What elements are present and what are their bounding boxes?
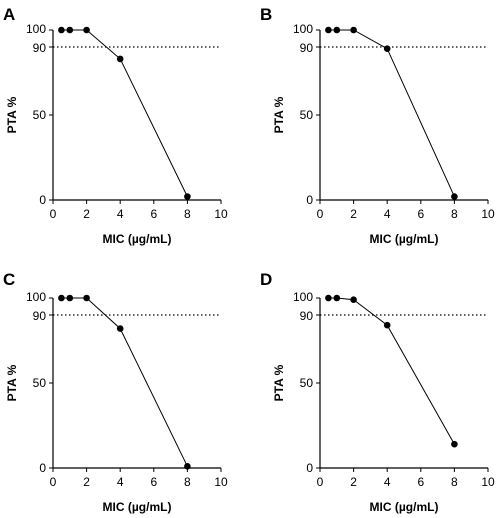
y-tick-label: 0 <box>39 461 46 475</box>
x-tick-label: 6 <box>150 207 157 221</box>
x-tick-label: 0 <box>50 475 57 489</box>
data-point <box>350 26 357 34</box>
data-point <box>66 294 74 302</box>
x-tick-label: 0 <box>50 207 57 221</box>
y-axis-title: PTA % <box>5 96 19 133</box>
x-axis-title: MIC (µg/mL) <box>103 232 172 246</box>
y-axis-title: PTA % <box>5 364 19 401</box>
data-point <box>325 26 332 34</box>
x-tick-label: 2 <box>83 475 90 489</box>
x-tick-label: 0 <box>317 207 324 221</box>
x-tick-label: 0 <box>317 475 324 489</box>
x-tick-label: 6 <box>417 207 424 221</box>
data-point <box>383 45 391 52</box>
y-axis-title: PTA % <box>272 364 286 401</box>
panel-label: C <box>3 270 15 289</box>
series-line <box>328 297 455 445</box>
panel-label: A <box>3 5 15 24</box>
data-point <box>333 26 341 34</box>
x-tick-label: 2 <box>350 207 357 221</box>
x-tick-label: 6 <box>417 475 424 489</box>
y-tick-label: 90 <box>33 41 47 55</box>
x-tick-label: 10 <box>481 207 495 221</box>
x-tick-label: 8 <box>451 475 458 489</box>
data-point <box>83 26 90 34</box>
y-tick-label: 0 <box>306 461 313 475</box>
data-point <box>451 440 458 448</box>
x-tick-label: 8 <box>451 207 458 221</box>
x-axis-title: MIC (µg/mL) <box>103 500 172 514</box>
data-point <box>451 193 458 200</box>
y-tick-label: 50 <box>300 108 314 122</box>
data-point <box>116 55 124 63</box>
data-point <box>184 193 191 200</box>
data-point <box>58 26 65 34</box>
y-tick-label: 0 <box>39 193 46 207</box>
x-tick-label: 10 <box>481 475 495 489</box>
y-tick-label: 90 <box>300 41 314 55</box>
y-tick-label: 0 <box>306 193 313 207</box>
series-line <box>61 297 188 467</box>
panel-label: D <box>260 270 272 289</box>
data-point <box>350 296 357 304</box>
y-tick-label: 50 <box>33 376 47 390</box>
y-tick-label: 100 <box>293 290 313 304</box>
y-tick-label: 100 <box>26 22 46 36</box>
data-point <box>325 294 332 302</box>
x-tick-label: 8 <box>184 475 191 489</box>
x-tick-label: 6 <box>150 475 157 489</box>
x-axis-title: MIC (µg/mL) <box>370 500 439 514</box>
data-point <box>383 321 391 329</box>
data-point <box>184 463 191 470</box>
x-tick-label: 2 <box>83 207 90 221</box>
x-tick-label: 4 <box>384 475 391 489</box>
series-line <box>328 29 455 197</box>
series-line <box>61 29 188 197</box>
y-tick-label: 50 <box>33 108 47 122</box>
data-point <box>58 294 65 302</box>
data-point <box>66 26 74 34</box>
panel-label: B <box>260 5 272 24</box>
y-tick-label: 90 <box>300 309 314 323</box>
data-point <box>333 294 341 302</box>
x-tick-label: 4 <box>117 207 124 221</box>
y-axis-title: PTA % <box>272 96 286 133</box>
x-tick-label: 4 <box>384 207 391 221</box>
data-point <box>116 325 124 332</box>
y-tick-label: 100 <box>26 290 46 304</box>
x-tick-label: 4 <box>117 475 124 489</box>
x-tick-label: 8 <box>184 207 191 221</box>
x-axis-title: MIC (µg/mL) <box>370 232 439 246</box>
x-tick-label: 2 <box>350 475 357 489</box>
y-tick-label: 50 <box>300 376 314 390</box>
x-tick-label: 10 <box>214 207 228 221</box>
y-tick-label: 100 <box>293 22 313 36</box>
data-point <box>83 294 90 302</box>
x-tick-label: 10 <box>214 475 228 489</box>
y-tick-label: 90 <box>33 309 47 323</box>
